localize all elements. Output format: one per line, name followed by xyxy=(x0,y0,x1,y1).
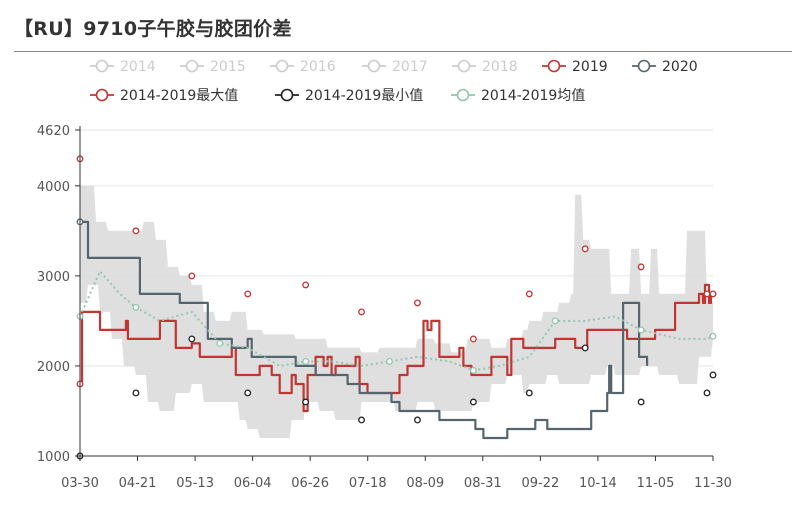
series-point xyxy=(188,272,196,280)
series-point xyxy=(581,245,589,253)
legend-marker-icon xyxy=(637,59,651,73)
series-point xyxy=(132,227,140,235)
series-point xyxy=(216,339,224,347)
series-point xyxy=(132,303,140,311)
x-tick-label: 04-21 xyxy=(119,476,157,491)
max-min-band xyxy=(80,185,713,438)
legend-label: 2018 xyxy=(482,59,518,75)
legend-item-2014[interactable]: 2014 xyxy=(90,59,156,75)
series-point xyxy=(637,398,645,406)
x-tick-label: 07-18 xyxy=(349,476,387,491)
y-tick-label: 1000 xyxy=(37,450,70,465)
x-tick-label: 08-31 xyxy=(464,476,502,491)
series-line-2019 xyxy=(80,283,713,413)
legend-marker-icon xyxy=(95,88,109,102)
legend-marker-icon xyxy=(280,88,294,102)
legend-item-2014-2019最大值[interactable]: 2014-2019最大值 xyxy=(90,88,238,104)
x-tick-label: 03-30 xyxy=(61,476,99,491)
legend-label: 2014-2019最小值 xyxy=(305,88,423,104)
legend-label: 2014 xyxy=(120,59,156,75)
legend-item-2019[interactable]: 2019 xyxy=(542,59,608,75)
series-line-2020 xyxy=(80,220,649,440)
series-point xyxy=(414,416,421,424)
axes: 1000 2000 3000 4000 4620 03-30 04-21 05-13 06-04… xyxy=(37,124,732,491)
series-point xyxy=(637,263,645,271)
legend-item-2016[interactable]: 2016 xyxy=(270,59,336,75)
series-point xyxy=(709,371,717,379)
series-lines xyxy=(79,220,714,440)
series-point xyxy=(469,366,477,374)
title-divider xyxy=(14,51,792,52)
series-point xyxy=(302,357,310,365)
legend-marker-icon xyxy=(457,59,471,73)
series-point xyxy=(637,326,645,334)
legend-label: 2014-2019最大值 xyxy=(120,88,238,104)
series-point xyxy=(386,357,393,365)
legend[interactable]: 2014 2015 2016 2017 2018 2019 2020 2014-2019最大值… xyxy=(90,59,698,104)
legend-item-2015[interactable]: 2015 xyxy=(180,59,246,75)
x-tick-label: 06-26 xyxy=(291,476,329,491)
series-point xyxy=(469,398,477,406)
legend-marker-icon xyxy=(275,59,289,73)
legend-label: 2014-2019均值 xyxy=(481,88,585,104)
legend-label: 2015 xyxy=(210,59,246,75)
y-tick-label: 4000 xyxy=(37,180,70,195)
series-point xyxy=(188,335,196,343)
legend-marker-icon xyxy=(367,59,381,73)
series-point xyxy=(302,281,310,289)
legend-marker-icon xyxy=(547,59,561,73)
series-point xyxy=(551,317,559,325)
chart-title: 【RU】9710子午胶与胶团价差 xyxy=(14,18,292,40)
series-point xyxy=(581,344,589,352)
x-tick-label: 09-22 xyxy=(521,476,559,491)
y-tick-label: 2000 xyxy=(37,360,70,375)
x-tick-label: 05-13 xyxy=(176,476,214,491)
series-point xyxy=(358,308,366,316)
legend-item-2014-2019均值[interactable]: 2014-2019均值 xyxy=(451,88,585,104)
x-tick-label: 10-14 xyxy=(579,476,617,491)
series-point xyxy=(358,416,366,424)
legend-item-2014-2019最小值[interactable]: 2014-2019最小值 xyxy=(275,88,423,104)
series-point xyxy=(709,332,717,340)
legend-item-2020[interactable]: 2020 xyxy=(632,59,698,75)
series-point xyxy=(302,398,310,406)
x-tick-label: 08-09 xyxy=(406,476,444,491)
legend-marker-icon xyxy=(95,59,109,73)
legend-label: 2016 xyxy=(300,59,336,75)
series-point xyxy=(525,389,533,397)
series-point xyxy=(414,299,421,307)
series-point xyxy=(469,335,477,343)
y-tick-label: 3000 xyxy=(37,270,70,285)
series-point xyxy=(132,389,140,397)
legend-item-2018[interactable]: 2018 xyxy=(452,59,518,75)
legend-label: 2017 xyxy=(392,59,428,75)
series-point xyxy=(525,290,533,298)
x-tick-label: 11-05 xyxy=(637,476,675,491)
legend-label: 2019 xyxy=(572,59,608,75)
series-point xyxy=(244,389,252,397)
range-band xyxy=(80,185,713,438)
y-tick-label: 4620 xyxy=(37,124,70,139)
series-point xyxy=(703,290,711,298)
legend-marker-icon xyxy=(185,59,199,73)
x-tick-label: 06-04 xyxy=(234,476,272,491)
legend-label: 2020 xyxy=(662,59,698,75)
series-point xyxy=(703,389,711,397)
legend-item-2017[interactable]: 2017 xyxy=(362,59,428,75)
series-point xyxy=(244,290,252,298)
series-point xyxy=(709,290,717,298)
x-tick-label: 11-30 xyxy=(694,476,732,491)
legend-marker-icon xyxy=(456,88,470,102)
